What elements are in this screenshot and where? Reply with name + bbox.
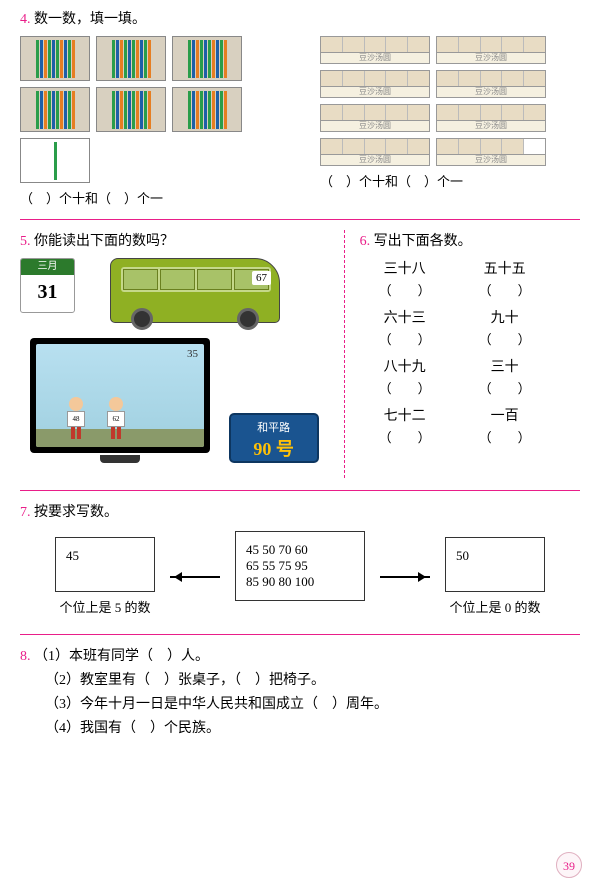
- question-6: 6. 写出下面各数。 三十八 （ ） 五十五 （ ） 六十三 （ ） 九十 （ ） 八十九 （…: [345, 230, 580, 478]
- q6-word: 九十: [470, 307, 540, 327]
- q8-line2[interactable]: （2）教室里有（ ）张桌子，（ ）把椅子。: [20, 669, 580, 689]
- q6-blank[interactable]: （ ）: [370, 280, 440, 299]
- q4-right-answer[interactable]: （ ）个十和（ ）个一: [320, 171, 580, 190]
- q4-text: 数一数，填一填。: [34, 12, 146, 27]
- pencil-boxes: [20, 36, 270, 183]
- q8-line1[interactable]: （1）本班有同学（ ）人。: [34, 649, 209, 664]
- food-box: 豆沙汤圆: [320, 36, 430, 64]
- q6-number: 6.: [360, 234, 371, 249]
- pencil-box: [20, 36, 90, 81]
- q6-list: 三十八 （ ） 五十五 （ ） 六十三 （ ） 九十 （ ） 八十九 （ ） 三十 （ ） 七十二…: [360, 258, 580, 446]
- q6-blank[interactable]: （ ）: [470, 329, 540, 348]
- bus-number: 67: [252, 271, 271, 285]
- q6-word: 六十三: [370, 307, 440, 327]
- q8-line3[interactable]: （3）今年十月一日是中华人民共和国成立（ ）周年。: [20, 693, 580, 713]
- food-box: 豆沙汤圆: [320, 104, 430, 132]
- runner-icon: 62: [101, 397, 131, 442]
- pencil-box: [96, 87, 166, 132]
- food-box: 豆沙汤圆: [436, 104, 546, 132]
- q6-blank[interactable]: （ ）: [470, 378, 540, 397]
- bus-icon: 67: [110, 258, 310, 348]
- tv-number: 35: [187, 348, 198, 360]
- calendar-day: 31: [21, 281, 74, 304]
- q6-word: 三十八: [370, 258, 440, 278]
- calendar-icon: 三月 31: [20, 258, 75, 313]
- sign-street: 和平路: [231, 419, 317, 435]
- street-sign-icon: 和平路 90 号: [229, 413, 319, 463]
- q4-left-answer[interactable]: （ ）个十和（ ）个一: [20, 188, 280, 207]
- q8-line4[interactable]: （4）我国有（ ）个民族。: [20, 717, 580, 737]
- q4-right: 豆沙汤圆 豆沙汤圆 豆沙汤圆 豆沙汤圆 豆沙汤圆 豆沙汤圆 豆沙汤圆 豆沙汤圆 …: [320, 36, 580, 207]
- q5-q6-row: 5. 你能读出下面的数吗？ 三月 31 67 35 48 62 和平路 90 号…: [20, 230, 580, 478]
- q7-right: 50 个位上是 0 的数: [445, 537, 545, 616]
- q6-word: 八十九: [370, 356, 440, 376]
- pencil-box: [96, 36, 166, 81]
- arrow-right-icon: [380, 576, 430, 578]
- q6-blank[interactable]: （ ）: [370, 378, 440, 397]
- runner-icon: 48: [61, 397, 91, 442]
- box-label: 个位上是 5 的数: [55, 597, 155, 616]
- question-5: 5. 你能读出下面的数吗？ 三月 31 67 35 48 62 和平路 90 号: [20, 230, 345, 478]
- number-box: 45 50 70 60 65 55 75 95 85 90 80 100: [235, 531, 365, 601]
- q8-number: 8.: [20, 649, 31, 664]
- q5-scene: 三月 31 67 35 48 62 和平路 90 号: [20, 258, 329, 478]
- food-boxes: 豆沙汤圆 豆沙汤圆 豆沙汤圆 豆沙汤圆 豆沙汤圆 豆沙汤圆 豆沙汤圆 豆沙汤圆: [320, 36, 570, 166]
- q4-left: （ ）个十和（ ）个一: [20, 36, 280, 207]
- q4-content: （ ）个十和（ ）个一 豆沙汤圆 豆沙汤圆 豆沙汤圆 豆沙汤圆 豆沙汤圆 豆沙汤…: [20, 36, 580, 207]
- q6-word: 一百: [470, 405, 540, 425]
- number-box[interactable]: 50: [445, 537, 545, 592]
- food-box: 豆沙汤圆: [320, 138, 430, 166]
- separator: [20, 634, 580, 635]
- page-number: 39: [556, 852, 582, 878]
- calendar-month: 三月: [21, 259, 74, 275]
- q6-word: 七十二: [370, 405, 440, 425]
- q5-number: 5.: [20, 234, 31, 249]
- food-box: 豆沙汤圆: [436, 36, 546, 64]
- question-4: 4. 数一数，填一填。 （ ）个十和（ ）个一 豆沙汤圆 豆沙汤圆 豆沙汤圆 豆…: [20, 8, 580, 207]
- q7-left: 45 个位上是 5 的数: [55, 537, 155, 616]
- food-box: 豆沙汤圆: [436, 70, 546, 98]
- arrow-left-icon: [170, 576, 220, 578]
- q6-blank[interactable]: （ ）: [370, 427, 440, 446]
- question-7: 7. 按要求写数。 45 个位上是 5 的数 45 50 70 60 65 55…: [20, 501, 580, 622]
- number-box[interactable]: 45: [55, 537, 155, 592]
- q7-diagram: 45 个位上是 5 的数 45 50 70 60 65 55 75 95 85 …: [20, 531, 580, 622]
- pencil-box: [172, 87, 242, 132]
- q6-word: 三十: [470, 356, 540, 376]
- q6-blank[interactable]: （ ）: [470, 427, 540, 446]
- separator: [20, 490, 580, 491]
- food-box: 豆沙汤圆: [436, 138, 546, 166]
- pencil-box: [20, 87, 90, 132]
- q6-word: 五十五: [470, 258, 540, 278]
- q5-text: 你能读出下面的数吗？: [34, 234, 174, 249]
- q7-text: 按要求写数。: [34, 505, 118, 520]
- food-box: 豆沙汤圆: [320, 70, 430, 98]
- tv-icon: 35 48 62: [30, 338, 210, 468]
- q6-text: 写出下面各数。: [374, 234, 472, 249]
- q6-blank[interactable]: （ ）: [470, 280, 540, 299]
- pencil-box: [172, 36, 242, 81]
- q7-number: 7.: [20, 505, 31, 520]
- q7-center: 45 50 70 60 65 55 75 95 85 90 80 100: [235, 531, 365, 622]
- box-label: 个位上是 0 的数: [445, 597, 545, 616]
- question-8: 8. （1）本班有同学（ ）人。 （2）教室里有（ ）张桌子，（ ）把椅子。 （…: [20, 645, 580, 737]
- separator: [20, 219, 580, 220]
- q4-number: 4.: [20, 12, 31, 27]
- sign-number: 90 号: [231, 435, 317, 461]
- q6-blank[interactable]: （ ）: [370, 329, 440, 348]
- pencil-single: [20, 138, 90, 183]
